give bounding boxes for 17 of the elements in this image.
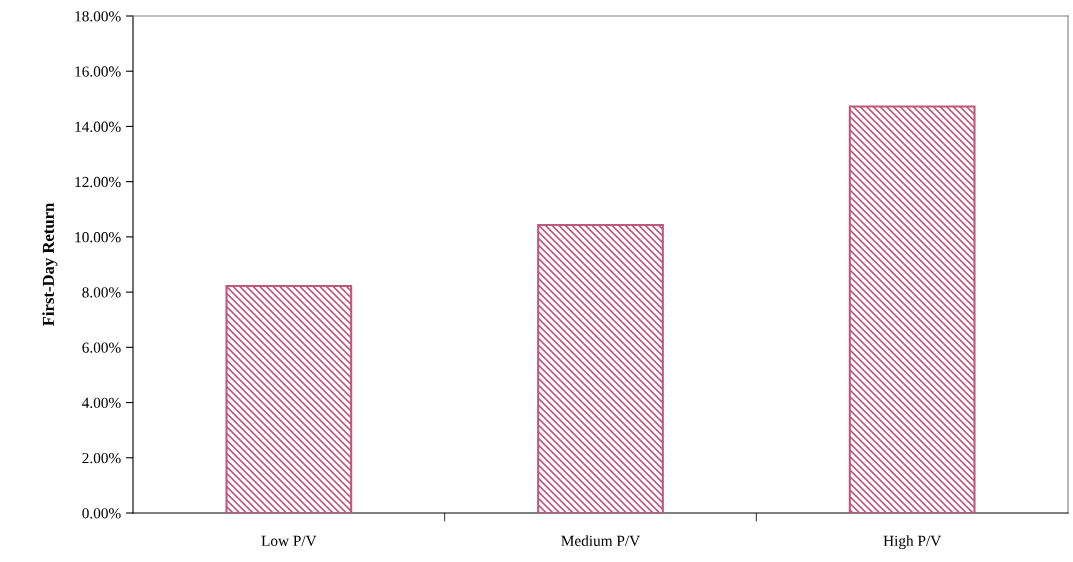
y-tick-label: 18.00% — [75, 11, 121, 22]
y-tick-label: 4.00% — [82, 397, 121, 409]
y-tick-label: 2.00% — [82, 452, 121, 464]
y-tick-label: 14.00% — [75, 121, 121, 132]
y-tick-label: 0.00% — [82, 508, 121, 519]
y-axis-title: First-Day Return — [42, 202, 58, 327]
bar — [537, 223, 664, 513]
y-tick-label: 16.00% — [75, 66, 121, 77]
y-tick-label: 8.00% — [82, 287, 121, 298]
x-tick-label: High P/V — [883, 535, 942, 550]
bar — [848, 105, 976, 513]
x-tick-label: Medium P/V — [561, 535, 641, 547]
bar — [225, 285, 353, 513]
y-tick-label: 12.00% — [75, 176, 121, 188]
x-tick-label: Low P/V — [261, 535, 317, 547]
y-tick-label: 10.00% — [75, 232, 121, 243]
y-tick-label: 6.00% — [82, 342, 121, 353]
